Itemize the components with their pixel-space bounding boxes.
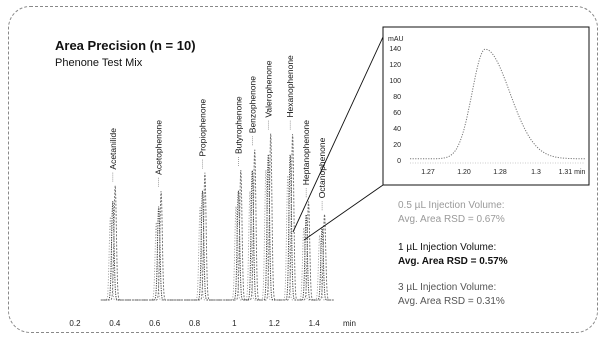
inset-y-tick-label: 140	[389, 46, 401, 53]
main-plot: 0.2 0.4 0.6 0.8 1 1.2 1.4 Acetanilide Acetopheno…	[69, 55, 334, 328]
inset-y-tick-label: 120	[389, 62, 401, 69]
x-tick-label: 0.8	[189, 319, 201, 328]
zoom-callout-lines	[292, 36, 384, 241]
inset-frame	[382, 26, 590, 186]
inset-zoom-plot: mAU 0 20 40 60 80 100 120 140 1.27 1.20 1.28 1.3 1.3…	[382, 26, 590, 186]
annotation-2-line2: Avg. Area RSD = 0.31%	[398, 296, 505, 307]
inset-y-tick-label: 20	[393, 142, 401, 149]
inset-x-tick-label: 1.20	[457, 169, 471, 176]
annotation-0-line2: Avg. Area RSD = 0.67%	[398, 214, 505, 225]
peak-label: Benzophenone	[247, 76, 257, 133]
x-tick-label: 1	[232, 319, 237, 328]
peak-label: Valerophenone	[263, 60, 273, 117]
zoom-line-bottom	[303, 184, 384, 241]
inset-x-tick-label: 1.31 min	[559, 169, 586, 176]
inset-x-tick-label: 1.27	[421, 169, 435, 176]
inset-y-axis-label: mAU	[388, 36, 404, 43]
inset-x-tick-label: 1.3	[531, 169, 541, 176]
inset-peak-trace	[410, 48, 585, 160]
chart-subtitle: Phenone Test Mix	[55, 57, 143, 69]
x-tick-label: 0.4	[109, 319, 121, 328]
inset-y-tick-label: 100	[389, 78, 401, 85]
peak-label: Hexanophenone	[285, 55, 295, 118]
inset-plot-area: 0 20 40 60 80 100 120 140 1.27 1.20 1.28 1.3 1.31 mi…	[389, 46, 585, 176]
zoom-line-top	[292, 36, 384, 233]
peak-label: Heptanophenone	[301, 120, 311, 186]
annotation-1-line1: 1 µL Injection Volume:	[398, 242, 496, 253]
peak-label: Acetophenone	[154, 120, 164, 175]
figure-frame	[8, 6, 598, 333]
inset-y-tick-label: 80	[393, 94, 401, 101]
x-tick-label: 0.2	[69, 319, 81, 328]
x-tick-label: 1.4	[309, 319, 321, 328]
chromatogram-trace-2	[100, 154, 334, 301]
chromatogram-trace-3	[100, 133, 334, 301]
chart-title: Area Precision (n = 10)	[55, 38, 196, 53]
annotation-1-line2: Avg. Area RSD = 0.57%	[398, 256, 508, 267]
inset-y-tick-label: 60	[393, 110, 401, 117]
x-tick-label: 1.2	[269, 319, 281, 328]
annotation-0-line1: 0.5 µL Injection Volume:	[398, 200, 505, 211]
inset-x-tick-label: 1.28	[493, 169, 507, 176]
peak-label: Propiophenone	[198, 99, 208, 157]
annotation-block: 0.5 µL Injection Volume: Avg. Area RSD =…	[398, 200, 508, 307]
x-tick-label: 0.6	[149, 319, 161, 328]
inset-y-tick-label: 40	[393, 126, 401, 133]
annotation-2-line1: 3 µL Injection Volume:	[398, 282, 496, 293]
peak-label: Butyrophenone	[233, 96, 243, 154]
chromatogram-trace-1	[100, 169, 334, 301]
inset-y-tick-label: 0	[397, 158, 401, 165]
x-axis-label: min	[343, 319, 356, 328]
peak-label: Octanophenone	[317, 137, 327, 198]
peak-label: Acetanilide	[108, 128, 118, 170]
